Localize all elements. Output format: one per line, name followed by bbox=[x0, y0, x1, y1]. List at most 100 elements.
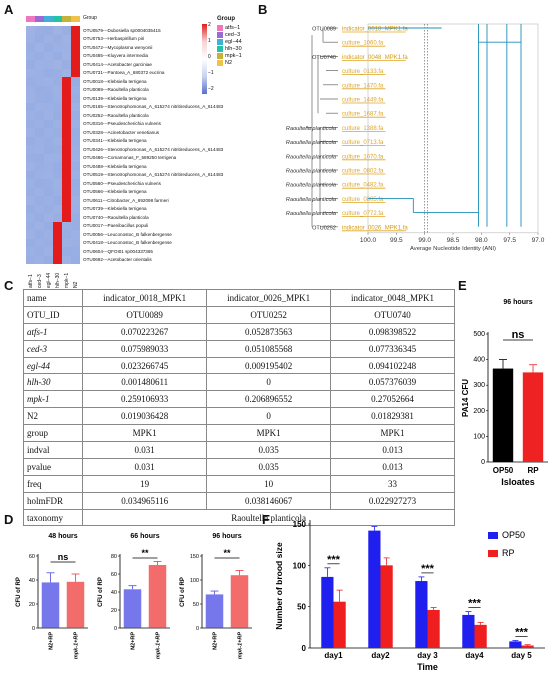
table-row: indval 0.031 0.035 0.013 bbox=[22, 441, 455, 459]
table-row: taxonomy Raoultella planticola bbox=[22, 508, 455, 527]
tree-branch bbox=[306, 28, 324, 227]
bar bbox=[148, 565, 167, 628]
table-cell: 0.034965116 bbox=[82, 491, 208, 510]
heatmap-cell bbox=[53, 111, 62, 120]
panel-label-e: E bbox=[458, 278, 467, 293]
x-tick-label: OP50 bbox=[493, 466, 514, 475]
table-cell: 0.013 bbox=[330, 457, 455, 476]
heatmap-cell bbox=[26, 187, 35, 196]
table-cell: 0.051085568 bbox=[206, 339, 332, 358]
group-bar-cell bbox=[44, 16, 53, 22]
heatmap-row-label: OTU0056---Leuconostoc_B falkenbergense bbox=[83, 231, 172, 237]
heatmap-cell bbox=[44, 136, 53, 145]
heatmap-cell bbox=[62, 128, 71, 137]
leaf-prefix: Raoultella planticola bbox=[286, 140, 336, 146]
heatmap-cell bbox=[26, 153, 35, 162]
x-tick-label: N2+RP bbox=[49, 632, 55, 650]
heatmap-row-label: OTU0486---Comamonas_F_589250 terrigena bbox=[83, 155, 177, 160]
heatmap-cell bbox=[62, 26, 71, 35]
heatmap-cell bbox=[53, 213, 62, 222]
bar bbox=[333, 601, 346, 648]
heatmap-row-label: OTU0579---Dubosiella sp0004035415 bbox=[83, 27, 161, 33]
x-tick-label: day4 bbox=[465, 651, 484, 660]
x-tick-label: day2 bbox=[371, 651, 390, 660]
heatmap-cell bbox=[26, 179, 35, 188]
heatmap-cell bbox=[62, 119, 71, 128]
bar bbox=[509, 641, 522, 648]
significance-label: ** bbox=[223, 548, 231, 558]
heatmap-cell bbox=[62, 196, 71, 205]
tree-leaf-label: indicator_0048_MPK1.fa bbox=[342, 55, 408, 61]
table-cell: MPK1 bbox=[82, 424, 208, 443]
heatmap-cell bbox=[71, 136, 80, 145]
tree-leaf-label: indicator_0018_MPK1.fa bbox=[342, 27, 408, 33]
heatmap-cell bbox=[44, 196, 53, 205]
bar bbox=[368, 530, 381, 648]
y-tick-label: 100 bbox=[473, 433, 485, 440]
heatmap-cell bbox=[53, 196, 62, 205]
group-bar-cell bbox=[53, 16, 62, 22]
legend-swatch bbox=[217, 25, 223, 31]
y-tick-label: 0 bbox=[32, 626, 35, 632]
heatmap-cell bbox=[71, 85, 80, 94]
heatmap-cell bbox=[53, 230, 62, 239]
group-bar-cell bbox=[71, 16, 80, 22]
table-cell: group bbox=[22, 424, 84, 443]
ani-axis-tick: 97.0 bbox=[532, 237, 545, 244]
table-cell: indicator_0048_MPK1 bbox=[330, 289, 455, 307]
heatmap-cell bbox=[71, 204, 80, 213]
heatmap-cell bbox=[53, 221, 62, 230]
legend-swatch bbox=[217, 46, 223, 52]
heatmap-cell bbox=[44, 170, 53, 179]
heatmap-cell bbox=[26, 26, 35, 35]
heatmap-cell bbox=[26, 51, 35, 60]
table-row: pvalue 0.031 0.035 0.013 bbox=[22, 457, 455, 476]
leaf-prefix: Raoultella planticola bbox=[286, 211, 336, 217]
heatmap-cell bbox=[71, 230, 80, 239]
heatmap-cell bbox=[53, 128, 62, 137]
heatmap-cell bbox=[62, 34, 71, 43]
table-cell: 0.098398522 bbox=[330, 322, 455, 341]
heatmap-cell bbox=[35, 85, 44, 94]
heatmap-cell bbox=[53, 238, 62, 247]
heatmap-cell bbox=[26, 85, 35, 94]
heatmap-cell bbox=[26, 77, 35, 86]
heatmap-cell bbox=[53, 77, 62, 86]
table-row: N2 0.019036428 0 0.01829381 bbox=[22, 407, 455, 426]
heatmap-row-label: OTU0139---Klebsiella terrigena bbox=[83, 95, 147, 101]
heatmap-cell bbox=[26, 128, 35, 137]
chart-title: 96 hours bbox=[503, 299, 532, 306]
heatmap-cell bbox=[62, 162, 71, 171]
heatmap-cell bbox=[35, 162, 44, 171]
heatmap-cell bbox=[26, 68, 35, 77]
heatmap-cell bbox=[53, 34, 62, 43]
table-cell: holmFDR bbox=[22, 491, 84, 510]
group-bar-cell bbox=[62, 16, 71, 22]
heatmap-row-label: OTU0316---Pseudescherichia vulneris bbox=[83, 121, 161, 126]
table-cell: OTU0089 bbox=[82, 305, 208, 324]
heatmap-cell bbox=[26, 213, 35, 222]
tree-leaf-label: culture_1449.fa bbox=[342, 98, 384, 104]
table-cell: name bbox=[22, 289, 84, 307]
leaf-prefix: OTU0252 bbox=[312, 225, 336, 231]
heatmap-cell bbox=[71, 221, 80, 230]
heatmap-row-label: OTU0426---Stenotrophomonas_A_615274 nitr… bbox=[83, 146, 224, 152]
heatmap-cell bbox=[35, 179, 44, 188]
y-axis-label: PA14 CFU bbox=[461, 379, 470, 417]
table-cell: MPK1 bbox=[330, 424, 455, 443]
heatmap-cell bbox=[35, 247, 44, 256]
leaf-prefix: Raoultella planticola bbox=[286, 197, 336, 203]
heatmap-cell bbox=[71, 94, 80, 103]
heatmap-cell bbox=[71, 128, 80, 137]
x-tick-label: RP bbox=[527, 466, 539, 475]
group-bar-label: Group bbox=[83, 15, 97, 21]
panel-label-d: D bbox=[4, 512, 14, 527]
heatmap-cell bbox=[35, 102, 44, 111]
table-cell: 0.009195402 bbox=[206, 356, 332, 375]
x-tick-label: day1 bbox=[324, 651, 343, 660]
taxonomy-cell: Raoultella planticola bbox=[82, 508, 455, 527]
legend-label: RP bbox=[502, 548, 515, 558]
heatmap-cell bbox=[35, 204, 44, 213]
color-scale-tick: 0 bbox=[208, 54, 211, 60]
heatmap-row-label: OTU0560---Pseudescherichia vulneris bbox=[83, 180, 161, 186]
